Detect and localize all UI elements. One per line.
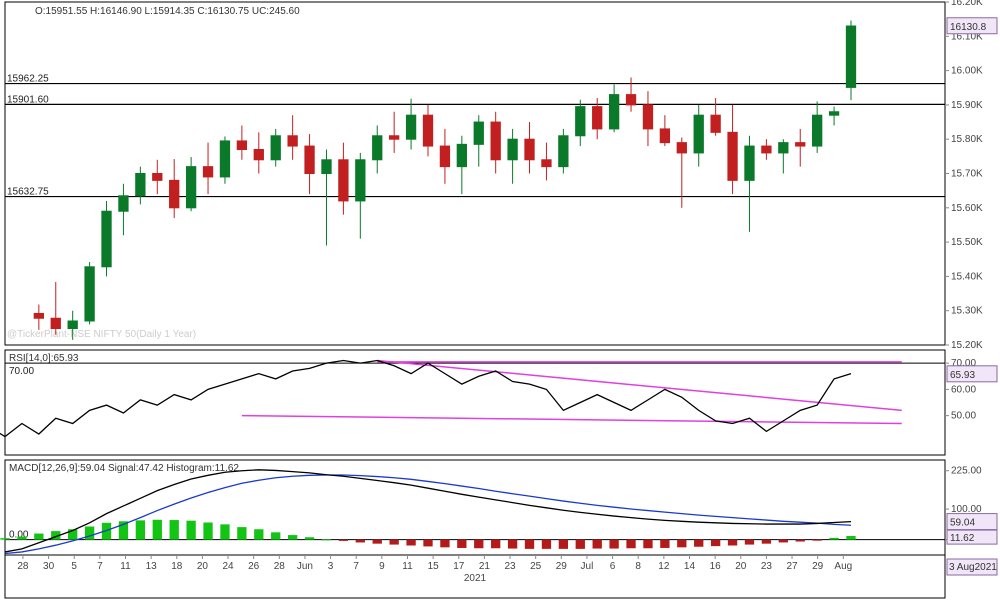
svg-text:15.40K: 15.40K [951, 271, 983, 282]
stock-chart: O:15951.55 H:16146.90 L:15914.35 C:16130… [0, 0, 1000, 600]
svg-text:15.70K: 15.70K [951, 169, 983, 180]
svg-text:7: 7 [97, 561, 103, 572]
svg-text:26: 26 [248, 561, 260, 572]
svg-text:9: 9 [379, 561, 385, 572]
svg-text:O:15951.55 H:16146.90 L:15: O:15951.55 H:16146.90 L:15914.35 C:16130… [35, 6, 300, 17]
svg-text:15901.60: 15901.60 [7, 94, 49, 105]
svg-text:59.04: 59.04 [950, 518, 975, 529]
svg-text:12: 12 [658, 561, 670, 572]
svg-text:17: 17 [453, 561, 465, 572]
svg-text:25: 25 [530, 561, 542, 572]
svg-text:20: 20 [197, 561, 209, 572]
svg-text:18: 18 [171, 561, 183, 572]
svg-text:21: 21 [479, 561, 491, 572]
svg-text:15.90K: 15.90K [951, 100, 983, 111]
svg-text:24: 24 [222, 561, 234, 572]
svg-text:8: 8 [635, 561, 641, 572]
svg-text:15.20K: 15.20K [951, 340, 983, 351]
svg-text:MACD[12,26,9]:59.04 Signal:47: MACD[12,26,9]:59.04 Signal:47.42 Histogr… [9, 463, 239, 474]
svg-text:23: 23 [761, 561, 773, 572]
svg-text:3: 3 [328, 561, 334, 572]
svg-text:5: 5 [71, 561, 77, 572]
svg-text:60.00: 60.00 [951, 384, 976, 395]
svg-text:28: 28 [274, 561, 286, 572]
svg-text:16: 16 [710, 561, 722, 572]
svg-text:30: 30 [43, 561, 55, 572]
svg-text:15.30K: 15.30K [951, 306, 983, 317]
svg-text:70.00: 70.00 [9, 366, 34, 377]
svg-text:16.20K: 16.20K [951, 0, 983, 8]
svg-text:@TickerPlant-NSE NIFTY 50(Dail: @TickerPlant-NSE NIFTY 50(Daily 1 Year) [7, 329, 196, 340]
svg-text:2021: 2021 [464, 573, 487, 584]
svg-text:15.80K: 15.80K [951, 134, 983, 145]
svg-text:3 Aug2021: 3 Aug2021 [949, 562, 997, 573]
svg-text:27: 27 [786, 561, 798, 572]
svg-text:11: 11 [402, 561, 413, 572]
svg-text:16130.8: 16130.8 [950, 22, 987, 33]
svg-text:13: 13 [146, 561, 158, 572]
svg-text:16.00K: 16.00K [951, 66, 983, 77]
svg-text:20: 20 [735, 561, 747, 572]
svg-text:29: 29 [556, 561, 568, 572]
svg-text:6: 6 [610, 561, 616, 572]
svg-text:15632.75: 15632.75 [7, 187, 49, 198]
svg-text:11.62: 11.62 [950, 533, 975, 544]
svg-text:23: 23 [504, 561, 516, 572]
svg-text:11: 11 [120, 561, 131, 572]
svg-text:15962.25: 15962.25 [7, 74, 49, 85]
svg-text:14: 14 [684, 561, 696, 572]
svg-text:15.60K: 15.60K [951, 203, 983, 214]
svg-text:65.93: 65.93 [950, 370, 975, 381]
svg-text:RSI[14,0]:65.93: RSI[14,0]:65.93 [9, 353, 79, 364]
svg-text:Aug: Aug [834, 561, 852, 572]
svg-text:15: 15 [428, 561, 440, 572]
svg-text:15.50K: 15.50K [951, 237, 983, 248]
svg-text:29: 29 [812, 561, 824, 572]
svg-text:Jul: Jul [581, 561, 594, 572]
svg-text:Jun: Jun [297, 561, 313, 572]
svg-text:7: 7 [353, 561, 359, 572]
svg-text:50.00: 50.00 [951, 411, 976, 422]
svg-text:225.00: 225.00 [951, 466, 982, 477]
svg-text:28: 28 [17, 561, 29, 572]
